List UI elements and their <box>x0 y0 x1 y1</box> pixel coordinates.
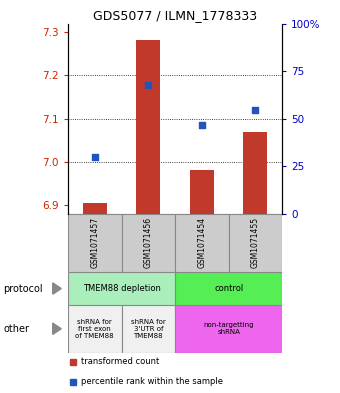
Text: other: other <box>3 324 29 334</box>
Text: shRNA for
first exon
of TMEM88: shRNA for first exon of TMEM88 <box>75 319 114 339</box>
Title: GDS5077 / ILMN_1778333: GDS5077 / ILMN_1778333 <box>93 9 257 22</box>
Text: GSM1071457: GSM1071457 <box>90 217 99 268</box>
Point <box>199 122 205 128</box>
Text: percentile rank within the sample: percentile rank within the sample <box>81 377 223 386</box>
Text: transformed count: transformed count <box>81 357 159 366</box>
Bar <box>121 214 175 272</box>
Point <box>253 107 258 113</box>
Bar <box>68 214 121 272</box>
Text: shRNA for
3'UTR of
TMEM88: shRNA for 3'UTR of TMEM88 <box>131 319 166 339</box>
Bar <box>228 214 282 272</box>
Text: protocol: protocol <box>3 284 43 294</box>
Text: TMEM88 depletion: TMEM88 depletion <box>83 284 160 293</box>
Bar <box>175 214 228 272</box>
Text: GSM1071455: GSM1071455 <box>251 217 260 268</box>
Bar <box>68 272 175 305</box>
Bar <box>136 40 160 214</box>
Bar <box>83 203 107 214</box>
Bar <box>121 305 175 353</box>
Text: GSM1071454: GSM1071454 <box>198 217 206 268</box>
Bar <box>68 305 121 353</box>
Point <box>92 154 98 161</box>
Text: GSM1071456: GSM1071456 <box>144 217 153 268</box>
Text: non-targetting
shRNA: non-targetting shRNA <box>203 322 254 335</box>
Bar <box>175 305 282 353</box>
Bar <box>190 169 214 214</box>
Bar <box>175 272 282 305</box>
Bar <box>243 132 268 214</box>
Text: control: control <box>214 284 243 293</box>
Point <box>146 82 151 88</box>
